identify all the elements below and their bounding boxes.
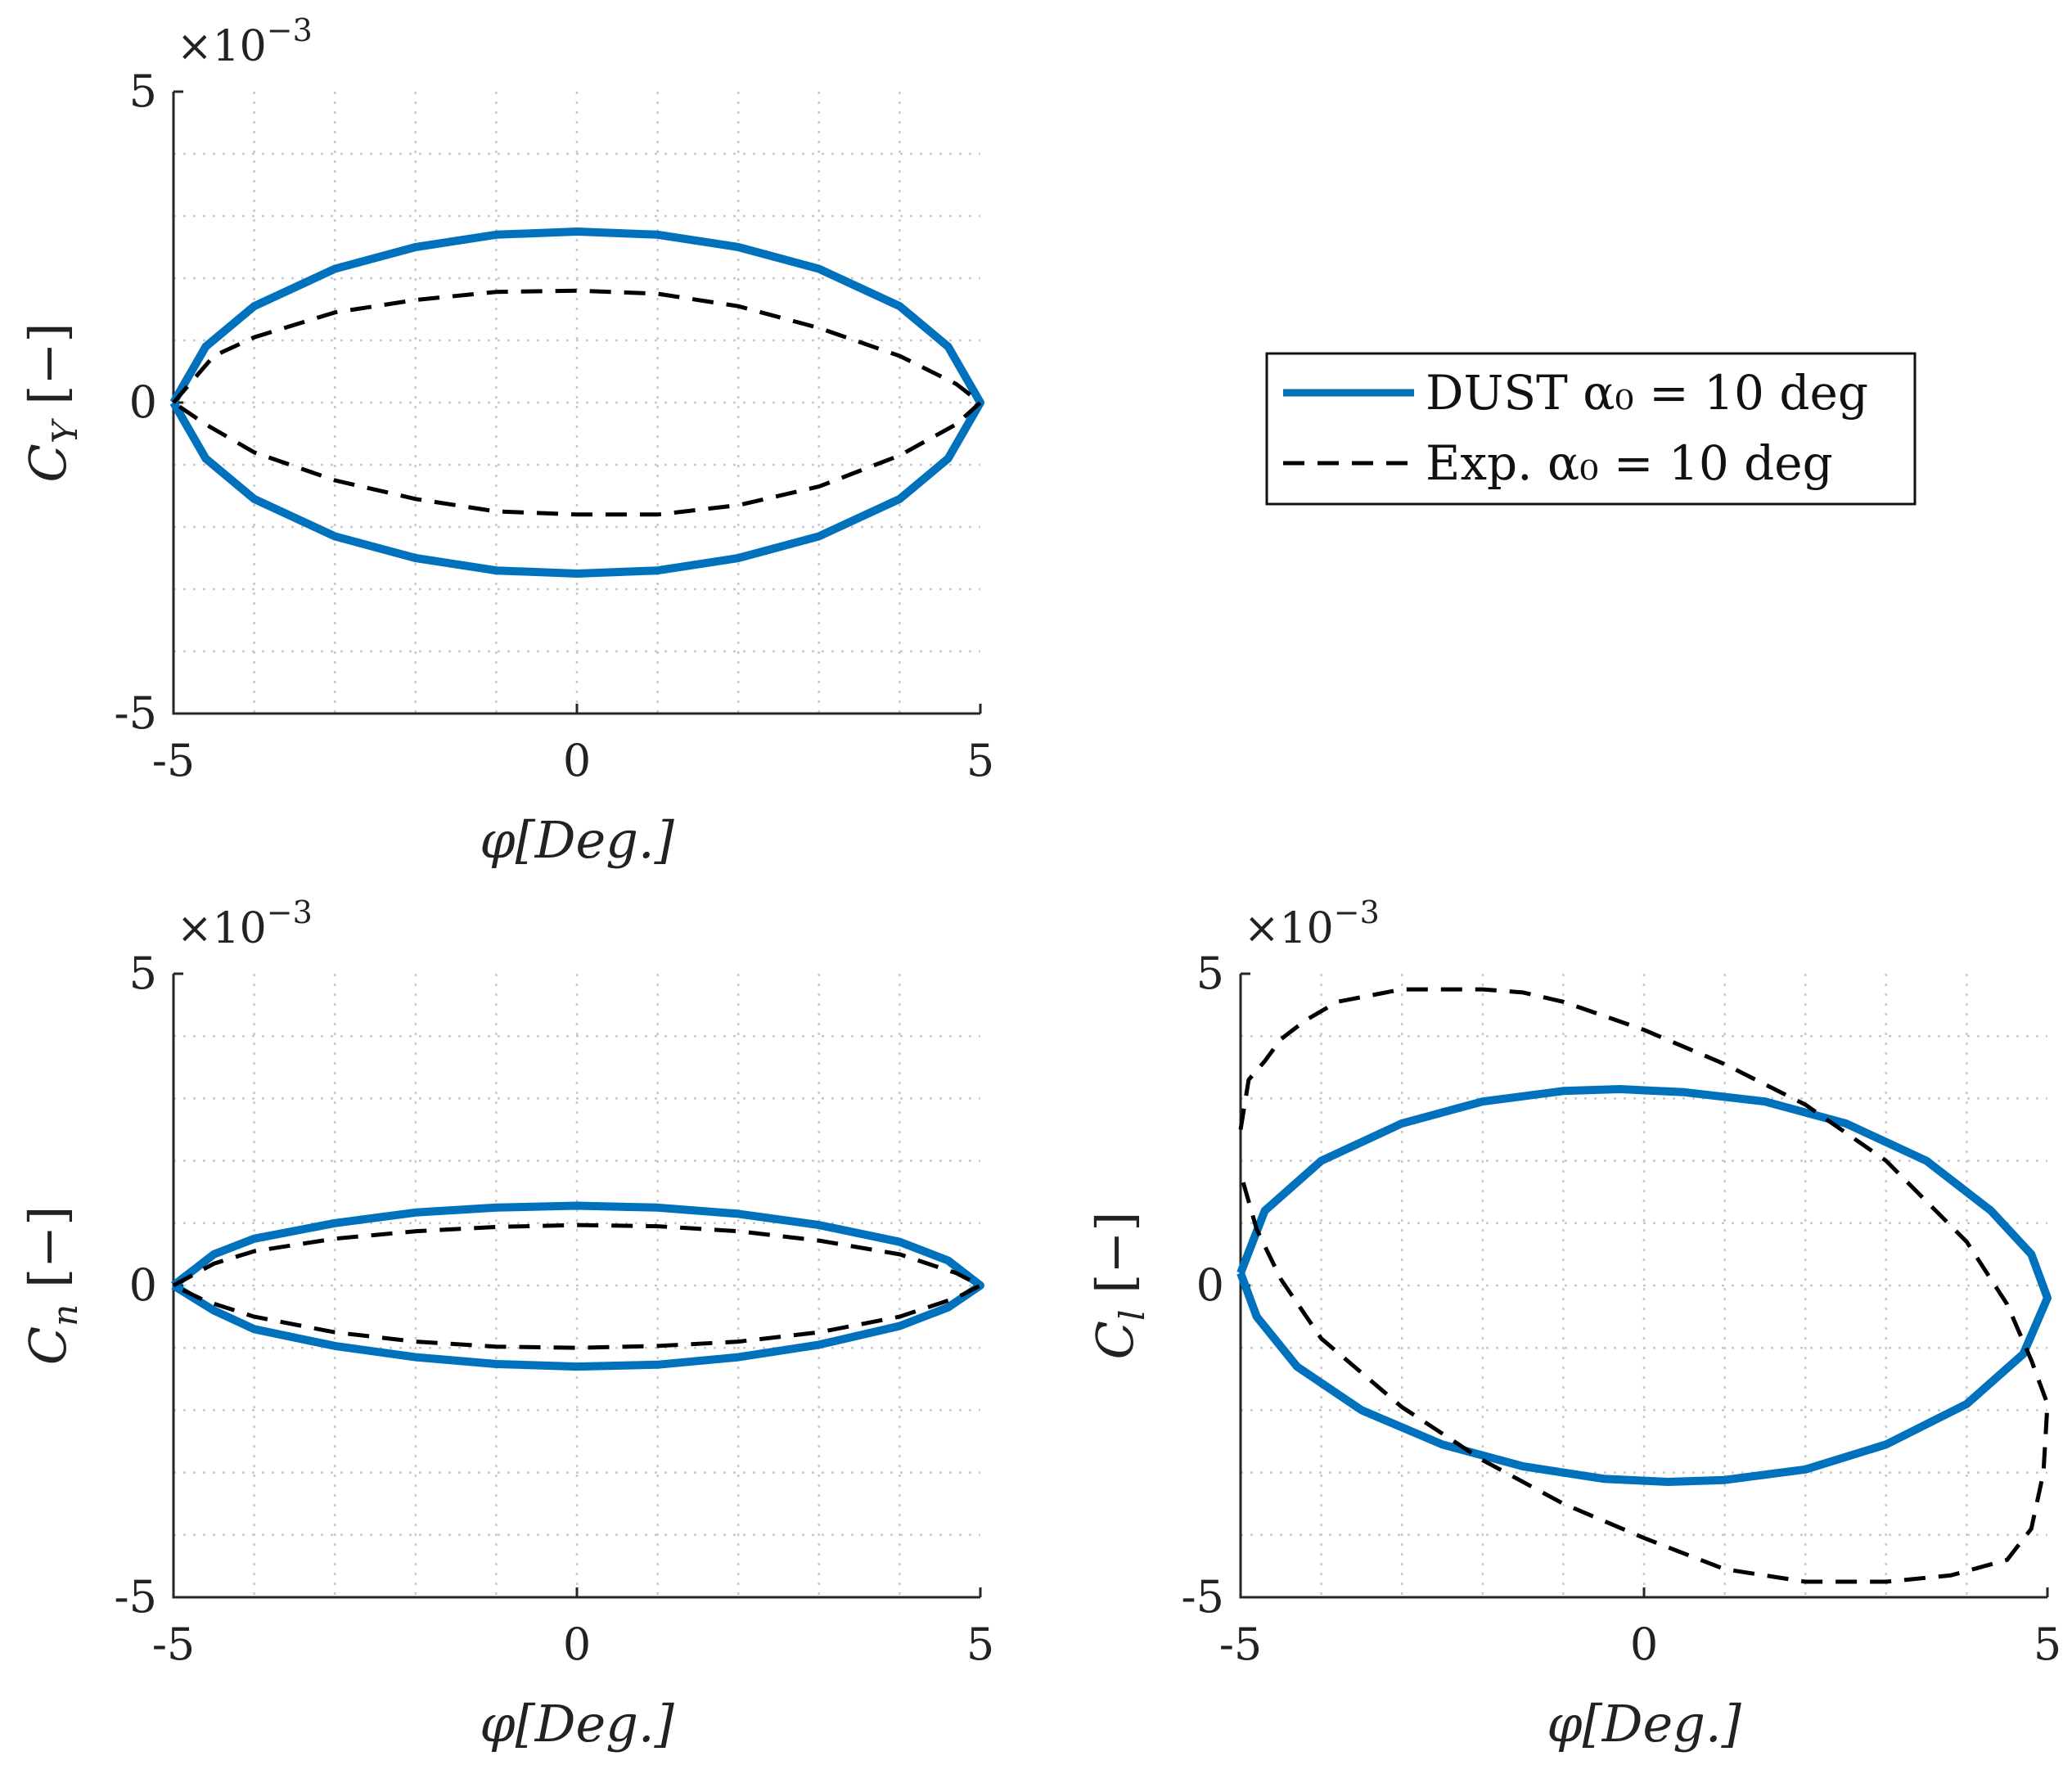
series-exp [172, 1222, 983, 1350]
y-axis-label: Cl [−] [1085, 1212, 1152, 1360]
x-tick-label: -5 [152, 1619, 196, 1670]
y-tick-label: -5 [114, 687, 157, 739]
y-scale-multiplier: ×10−3 [177, 894, 313, 953]
series-dust [170, 1201, 984, 1371]
y-tick-label: 5 [129, 65, 157, 117]
series-dust [169, 227, 984, 578]
x-axis-label: φ[Deg.] [480, 1694, 674, 1754]
y-scale-multiplier: ×10−3 [177, 12, 313, 71]
y-tick-label: 0 [129, 376, 157, 428]
plot-cl: -5 0 5 -5 0 5 ×10−3 φ[Deg.] Cl [−] [1085, 894, 2061, 1754]
y-axis-label: CY [−] [18, 322, 85, 482]
x-axis-label: φ[Deg.] [1547, 1694, 1741, 1754]
x-tick-label: 0 [563, 735, 591, 786]
x-tick-label: 5 [2034, 1619, 2061, 1670]
y-tick-label: 0 [1196, 1259, 1224, 1311]
x-tick-label: 5 [966, 1619, 994, 1670]
plot-cy: -5 0 5 -5 0 5 ×10−3 φ[Deg.] CY [−] [18, 12, 994, 870]
legend-box [1265, 352, 1917, 506]
x-tick-label: 5 [966, 735, 994, 786]
legend: DUST α₀ = 10 deg Exp. α₀ = 10 deg [1265, 352, 1917, 506]
legend-label-exp: Exp. α₀ = 10 deg [1426, 435, 1833, 491]
series-exp [172, 288, 983, 517]
y-tick-label: 5 [1196, 948, 1224, 999]
plot-cn: -5 0 5 -5 0 5 ×10−3 φ[Deg.] Cn [−] [18, 894, 994, 1754]
x-tick-label: 0 [563, 1619, 591, 1670]
legend-label-dust: DUST α₀ = 10 deg [1426, 365, 1868, 421]
y-tick-label: -5 [114, 1571, 157, 1623]
y-tick-label: -5 [1181, 1571, 1224, 1623]
x-tick-label: 0 [1630, 1619, 1658, 1670]
y-scale-multiplier: ×10−3 [1244, 894, 1380, 953]
series-exp [1238, 987, 2050, 1584]
y-axis-label: Cn [−] [18, 1206, 85, 1366]
x-tick-label: -5 [152, 735, 196, 786]
x-tick-label: -5 [1219, 1619, 1263, 1670]
y-tick-label: 5 [129, 948, 157, 999]
x-axis-label: φ[Deg.] [480, 810, 674, 870]
y-tick-label: 0 [129, 1259, 157, 1311]
